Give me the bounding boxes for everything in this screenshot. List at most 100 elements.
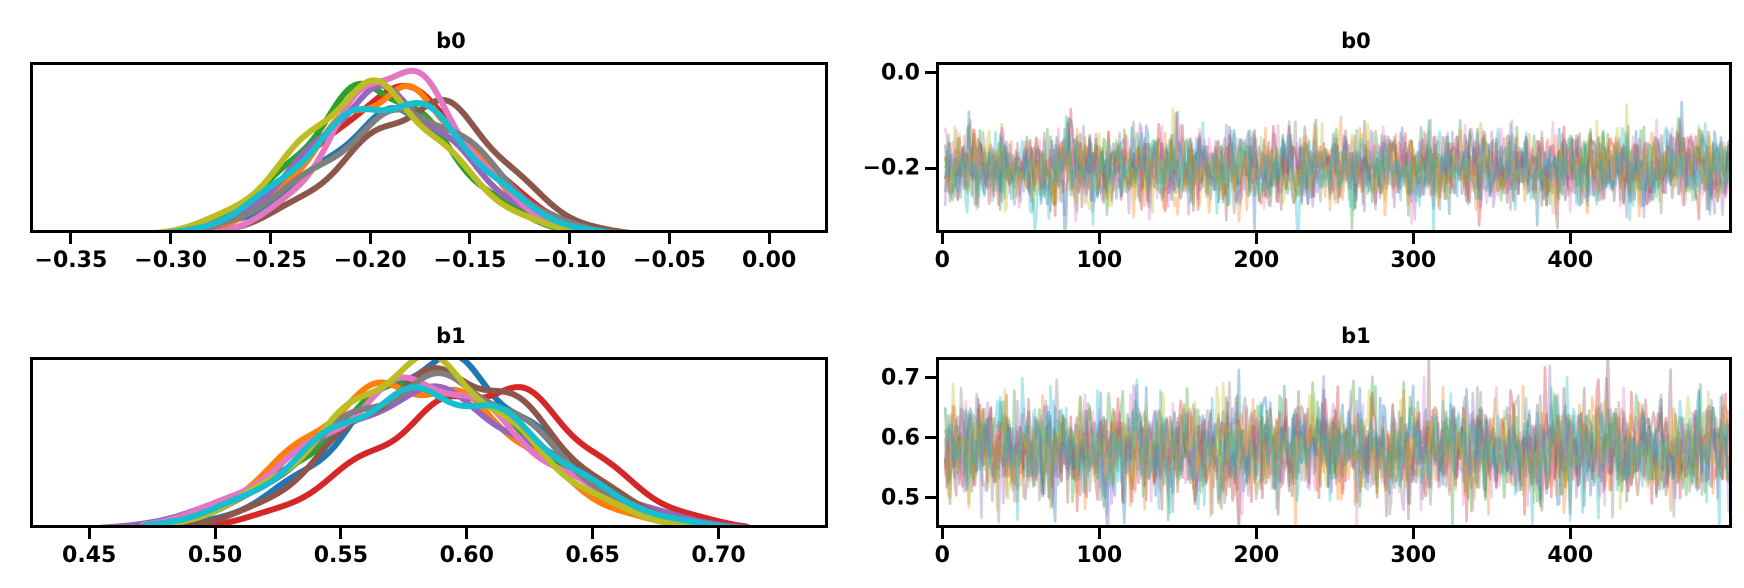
y-tick-label: 0.5: [881, 485, 920, 510]
x-tick-mark: [940, 233, 944, 244]
x-tick-label: −0.25: [234, 248, 307, 273]
density-curve: [170, 106, 616, 230]
panel-b0-trace: b0 0: [936, 8, 1732, 260]
trace-line: [943, 381, 1729, 512]
trace-line: [943, 376, 1729, 525]
trace-line: [943, 115, 1729, 230]
y-tick-mark: [925, 436, 936, 440]
y-tick-mark: [925, 71, 936, 75]
x-tick-mark: [591, 528, 595, 539]
density-curve: [164, 99, 614, 230]
x-tick-mark: [568, 233, 572, 244]
y-tick-label: 0.6: [881, 425, 920, 451]
density-curve: [155, 77, 587, 230]
axes-b0-trace: [936, 62, 1732, 233]
x-tick-label: −0.05: [633, 248, 706, 273]
trace-line: [943, 107, 1729, 227]
x-tick-label: 300: [1390, 248, 1437, 273]
x-tick-label: −0.30: [134, 248, 207, 273]
x-tick-mark: [213, 528, 217, 539]
y-tick-mark: [925, 166, 936, 170]
x-tick-mark: [1097, 233, 1101, 244]
x-tick-mark: [169, 233, 173, 244]
x-tick-label: 200: [1233, 543, 1280, 568]
x-tick-mark: [667, 233, 671, 244]
x-tick-label: 400: [1547, 248, 1594, 273]
x-tick-mark: [87, 528, 91, 539]
density-curve: [181, 82, 612, 230]
trace-line: [943, 378, 1729, 519]
panel-b1-trace: b1 0: [936, 303, 1732, 555]
x-tick-mark: [1568, 233, 1572, 244]
x-tick-label: 0: [934, 543, 950, 568]
trace-line: [943, 100, 1729, 230]
trace-line: [943, 117, 1729, 215]
x-tick-mark: [1254, 233, 1258, 244]
x-tick-label: 0.55: [313, 543, 369, 568]
x-tick-label: 100: [1076, 248, 1123, 273]
x-tick-mark: [1568, 528, 1572, 539]
trace-line: [943, 364, 1729, 525]
x-tick-mark: [465, 528, 469, 539]
x-tick-label: 0: [934, 248, 950, 273]
density-curve: [198, 96, 631, 230]
x-tick-mark: [1411, 528, 1415, 539]
x-tick-mark: [1411, 233, 1415, 244]
x-tick-label: 0.65: [565, 543, 620, 568]
trace-line: [943, 115, 1729, 223]
plot-canvas: [943, 100, 1729, 230]
x-tick-mark: [268, 233, 272, 244]
x-tick-mark: [368, 233, 372, 244]
trace-line: [943, 384, 1729, 525]
trace-line: [943, 375, 1729, 525]
trace-line: [943, 118, 1729, 230]
density-curve: [142, 384, 740, 525]
x-tick-mark: [339, 528, 343, 539]
panel-title-line1: b1: [436, 324, 466, 349]
x-tick-label: 300: [1390, 543, 1437, 568]
y-tick-mark: [925, 496, 936, 499]
trace-line: [943, 122, 1729, 221]
x-tick-label: −0.35: [34, 248, 108, 273]
x-tick-mark: [716, 528, 720, 539]
x-tick-mark: [69, 233, 73, 244]
x-tick-label: 0.50: [187, 543, 243, 568]
panel-b0-density: b0 0: [30, 8, 828, 260]
trace-line: [943, 116, 1729, 230]
axes-b0-density: [30, 62, 828, 233]
x-tick-label: 0.60: [439, 543, 494, 568]
y-tick-mark: [925, 376, 936, 380]
y-tick-label: 0.7: [881, 365, 920, 391]
x-tick-mark: [940, 528, 944, 539]
axes-b1-density: [30, 357, 828, 528]
x-tick-mark: [767, 233, 771, 244]
x-tick-mark: [468, 233, 472, 244]
panel-title-line1: b0: [1341, 29, 1371, 54]
density-curve: [98, 383, 753, 525]
plot-canvas: [155, 67, 631, 230]
x-tick-label: −0.10: [533, 248, 606, 273]
x-tick-label: 0.00: [742, 248, 797, 273]
panel-title-line1: b0: [436, 29, 466, 54]
x-tick-mark: [1097, 528, 1101, 539]
x-tick-mark: [1254, 528, 1258, 539]
x-tick-label: 0.45: [62, 543, 117, 568]
panel-b1-density: b1 0: [30, 303, 828, 555]
plot-canvas: [98, 360, 753, 525]
x-tick-label: 0.70: [691, 543, 746, 568]
x-tick-label: 100: [1076, 543, 1123, 568]
trace-line: [943, 376, 1729, 525]
axes-b1-trace: [936, 357, 1732, 528]
y-tick-label: −0.2: [862, 155, 920, 181]
x-tick-label: −0.20: [333, 248, 407, 273]
x-tick-label: 200: [1233, 248, 1280, 273]
panel-title-line1: b1: [1341, 324, 1371, 349]
x-tick-label: −0.15: [433, 248, 507, 273]
trace-line: [943, 103, 1729, 215]
y-tick-label: 0.0: [881, 60, 920, 86]
trace-line: [943, 368, 1729, 525]
trace-line: [943, 365, 1729, 523]
x-tick-label: 400: [1547, 543, 1594, 568]
trace-line: [943, 360, 1729, 525]
